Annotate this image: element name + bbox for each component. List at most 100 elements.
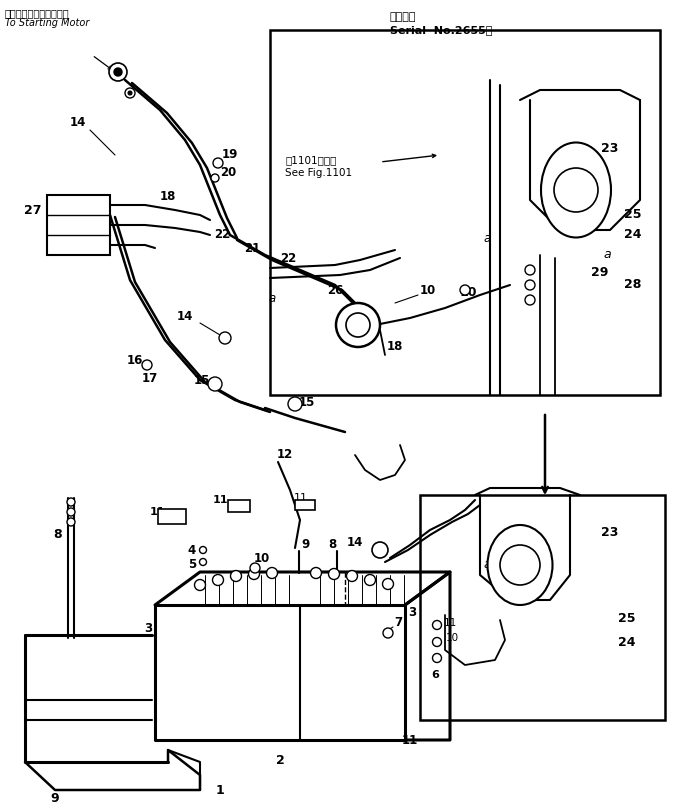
Text: 28: 28 [624, 278, 642, 291]
Text: 15: 15 [299, 396, 315, 409]
Text: 11: 11 [402, 733, 418, 746]
Text: 18: 18 [387, 341, 403, 354]
Circle shape [525, 280, 535, 290]
Text: 17: 17 [142, 371, 158, 384]
Text: 18: 18 [160, 190, 176, 203]
Circle shape [213, 574, 223, 586]
Circle shape [194, 580, 206, 590]
Circle shape [525, 295, 535, 305]
Text: 14: 14 [347, 535, 363, 548]
Text: 25: 25 [624, 208, 642, 221]
Circle shape [329, 569, 340, 580]
Circle shape [266, 568, 278, 578]
Circle shape [346, 313, 370, 337]
Text: 23: 23 [602, 526, 619, 539]
Text: 25: 25 [619, 611, 636, 624]
Text: 27: 27 [24, 204, 41, 217]
Text: スターティングモータへ: スターティングモータへ [5, 8, 70, 18]
Bar [295, 500, 315, 510]
Text: 11: 11 [213, 495, 227, 505]
Text: 13: 13 [354, 324, 370, 337]
Text: 16: 16 [127, 354, 143, 367]
Circle shape [433, 637, 441, 646]
Bar [47, 195, 110, 255]
Circle shape [336, 303, 380, 347]
Circle shape [372, 542, 388, 558]
Circle shape [208, 377, 222, 391]
Circle shape [365, 574, 375, 586]
Circle shape [500, 545, 540, 585]
Circle shape [67, 498, 75, 506]
Text: 10: 10 [254, 551, 270, 564]
Text: 21: 21 [244, 242, 260, 255]
Circle shape [109, 63, 127, 81]
Text: 8: 8 [54, 527, 62, 540]
Text: Serial  No.2655～: Serial No.2655～ [390, 25, 492, 35]
Text: 11: 11 [149, 507, 165, 517]
Text: 11: 11 [294, 493, 308, 503]
Text: 29: 29 [591, 265, 608, 278]
Text: 9: 9 [301, 539, 309, 551]
Circle shape [142, 360, 152, 370]
Text: 8: 8 [328, 539, 336, 551]
Text: a: a [268, 291, 276, 304]
Circle shape [250, 563, 260, 573]
Bar [420, 495, 665, 720]
Bar [270, 30, 660, 395]
Text: a: a [483, 559, 491, 572]
Circle shape [383, 628, 393, 638]
Text: 3: 3 [144, 621, 152, 634]
Circle shape [288, 397, 302, 411]
Text: 11: 11 [443, 618, 456, 628]
Text: 15: 15 [194, 374, 210, 387]
Circle shape [200, 547, 206, 553]
Bar [158, 509, 186, 524]
Bar [228, 500, 250, 512]
Text: To Starting Motor: To Starting Motor [5, 18, 90, 28]
Circle shape [211, 174, 219, 182]
Text: 5: 5 [188, 559, 196, 572]
Circle shape [125, 88, 135, 98]
Text: 10: 10 [459, 285, 477, 298]
Circle shape [460, 285, 470, 295]
Text: 4: 4 [188, 543, 196, 556]
Text: 適用号機: 適用号機 [390, 12, 416, 22]
Text: 2: 2 [276, 753, 285, 766]
Circle shape [310, 568, 321, 578]
Circle shape [213, 158, 223, 168]
Circle shape [525, 265, 535, 275]
Text: 14: 14 [177, 310, 194, 323]
Circle shape [346, 570, 358, 581]
Circle shape [554, 168, 598, 212]
Ellipse shape [541, 143, 611, 238]
Text: 第1101図参照: 第1101図参照 [285, 155, 336, 165]
Text: 3: 3 [408, 606, 416, 619]
Circle shape [219, 332, 231, 344]
Text: 1: 1 [216, 783, 224, 796]
Text: a: a [488, 559, 496, 572]
Text: 24: 24 [624, 229, 642, 242]
Text: 12: 12 [277, 448, 293, 461]
Circle shape [249, 569, 259, 580]
Text: 22: 22 [214, 228, 230, 241]
Text: See Fig.1101: See Fig.1101 [285, 168, 352, 178]
Circle shape [230, 570, 242, 581]
Text: 20: 20 [220, 165, 236, 178]
Text: 23: 23 [602, 141, 619, 155]
Text: 9: 9 [51, 792, 59, 805]
Text: 14: 14 [70, 115, 86, 128]
Circle shape [433, 654, 441, 663]
Circle shape [67, 518, 75, 526]
Text: 10: 10 [420, 284, 436, 297]
Text: a: a [603, 248, 611, 261]
Circle shape [128, 91, 132, 95]
Text: 19: 19 [222, 148, 238, 161]
Text: 10: 10 [445, 633, 458, 643]
Circle shape [114, 68, 122, 76]
Text: 26: 26 [327, 284, 343, 297]
Circle shape [200, 559, 206, 565]
Ellipse shape [488, 525, 553, 605]
Circle shape [433, 620, 441, 629]
Text: 7: 7 [394, 616, 402, 629]
Circle shape [67, 508, 75, 516]
